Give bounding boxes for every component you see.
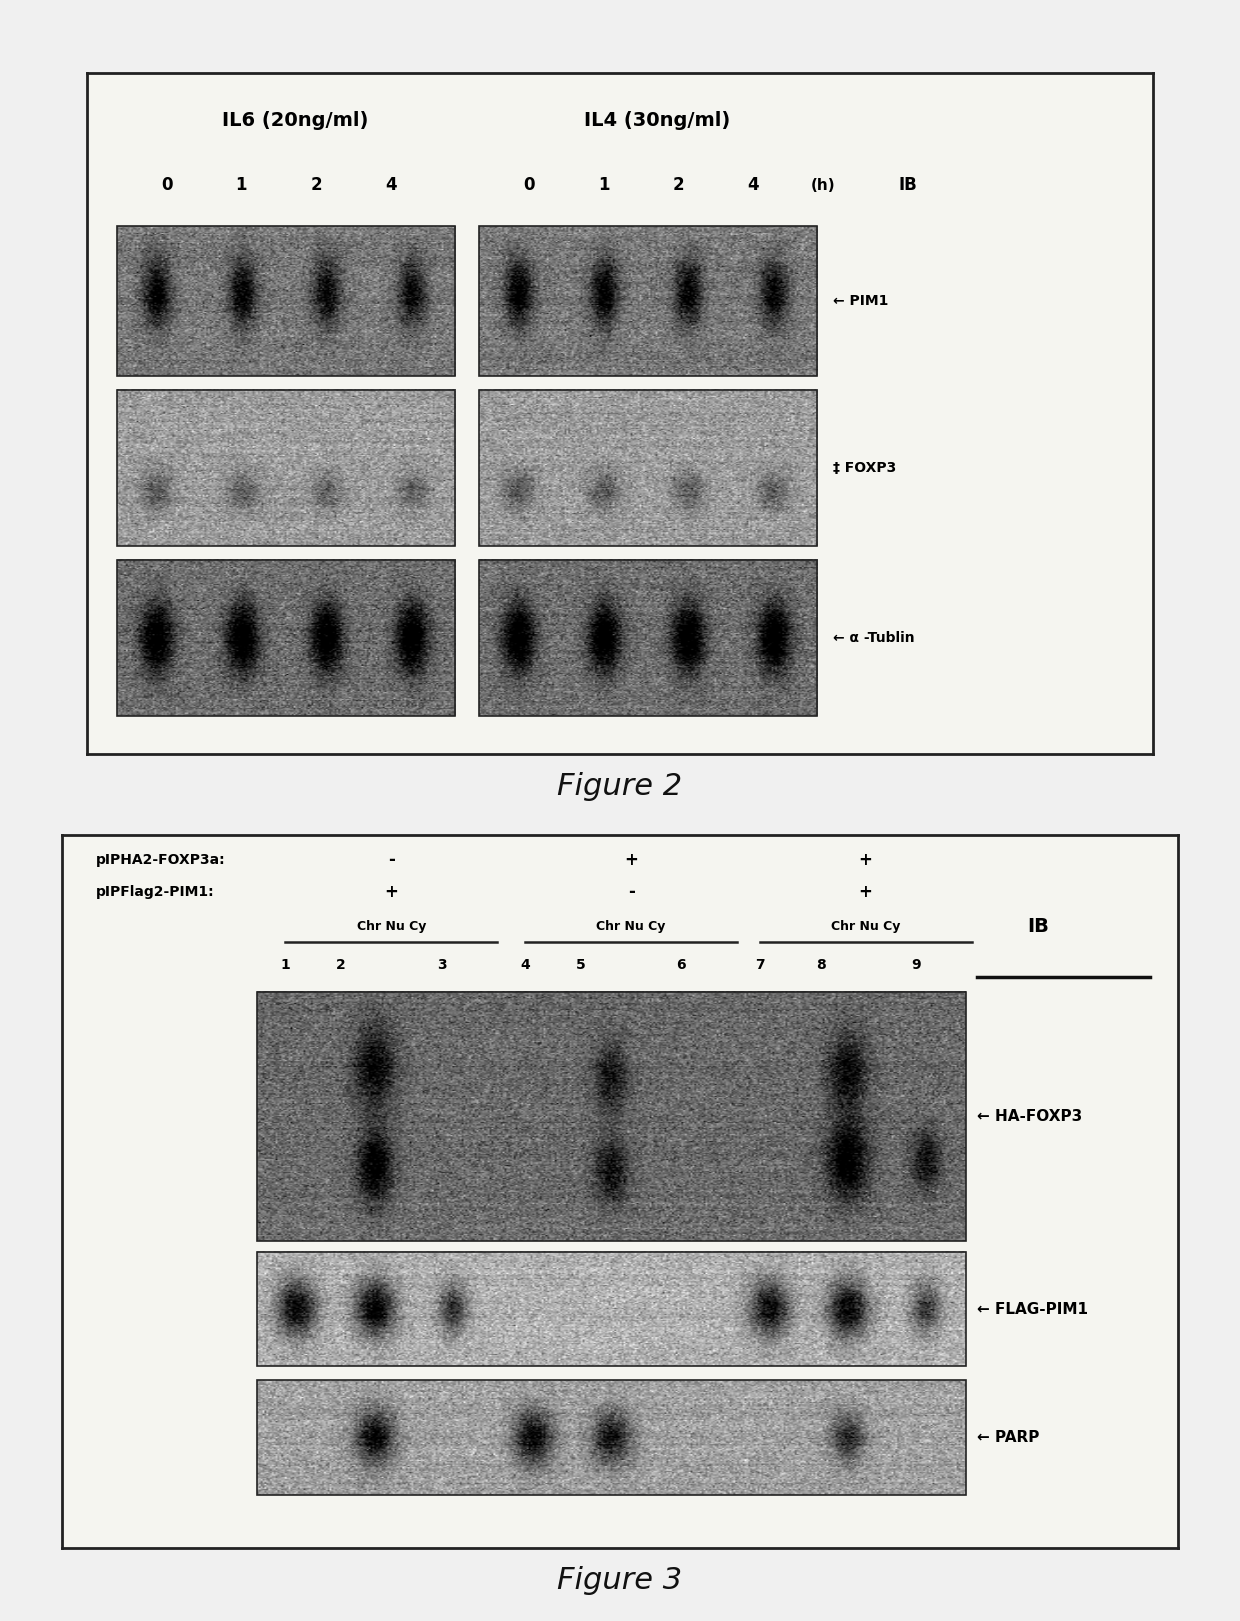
- Text: +: +: [858, 883, 873, 901]
- Text: 9: 9: [911, 958, 920, 971]
- Bar: [117, 389, 455, 546]
- Bar: [117, 559, 455, 716]
- Text: Chr Nu Cy: Chr Nu Cy: [831, 919, 900, 932]
- Text: ← α -Tublin: ← α -Tublin: [833, 631, 915, 645]
- Text: 4: 4: [521, 958, 529, 971]
- Text: ← FLAG-PIM1: ← FLAG-PIM1: [977, 1302, 1089, 1316]
- Text: ← HA-FOXP3: ← HA-FOXP3: [977, 1109, 1083, 1123]
- Text: ← PIM1: ← PIM1: [833, 293, 889, 308]
- Text: 0: 0: [161, 177, 172, 195]
- Text: 1: 1: [280, 958, 290, 971]
- Text: (h): (h): [810, 178, 835, 193]
- Text: 8: 8: [816, 958, 826, 971]
- Text: IB: IB: [1028, 916, 1049, 935]
- Text: IB: IB: [899, 177, 918, 195]
- Text: +: +: [858, 851, 873, 869]
- Bar: [257, 1251, 966, 1367]
- Text: 2: 2: [310, 177, 322, 195]
- Text: Figure 2: Figure 2: [558, 772, 682, 801]
- Bar: [479, 225, 817, 376]
- Text: 1: 1: [236, 177, 247, 195]
- Text: 5: 5: [577, 958, 585, 971]
- Bar: [479, 389, 817, 546]
- Text: 0: 0: [523, 177, 536, 195]
- Text: 3: 3: [436, 958, 446, 971]
- Text: 6: 6: [677, 958, 686, 971]
- Text: pIPHA2-FOXP3a:: pIPHA2-FOXP3a:: [95, 853, 226, 867]
- Text: ‡ FOXP3: ‡ FOXP3: [833, 460, 897, 475]
- Bar: [257, 1381, 966, 1495]
- Text: +: +: [624, 851, 639, 869]
- Text: +: +: [384, 883, 398, 901]
- Text: 4: 4: [748, 177, 759, 195]
- Text: -: -: [627, 883, 635, 901]
- Text: IL6 (20ng/ml): IL6 (20ng/ml): [222, 112, 368, 130]
- Text: 2: 2: [673, 177, 684, 195]
- Text: -: -: [388, 851, 394, 869]
- Text: Figure 3: Figure 3: [558, 1566, 682, 1595]
- Text: 4: 4: [384, 177, 397, 195]
- Text: IL4 (30ng/ml): IL4 (30ng/ml): [584, 112, 730, 130]
- Bar: [479, 559, 817, 716]
- Bar: [257, 992, 966, 1242]
- Bar: [117, 225, 455, 376]
- Text: Chr Nu Cy: Chr Nu Cy: [596, 919, 666, 932]
- Text: Chr Nu Cy: Chr Nu Cy: [357, 919, 425, 932]
- Text: ← PARP: ← PARP: [977, 1430, 1039, 1444]
- Text: 7: 7: [755, 958, 764, 971]
- Text: pIPFlag2-PIM1:: pIPFlag2-PIM1:: [95, 885, 215, 900]
- Text: 1: 1: [598, 177, 610, 195]
- Text: 2: 2: [336, 958, 346, 971]
